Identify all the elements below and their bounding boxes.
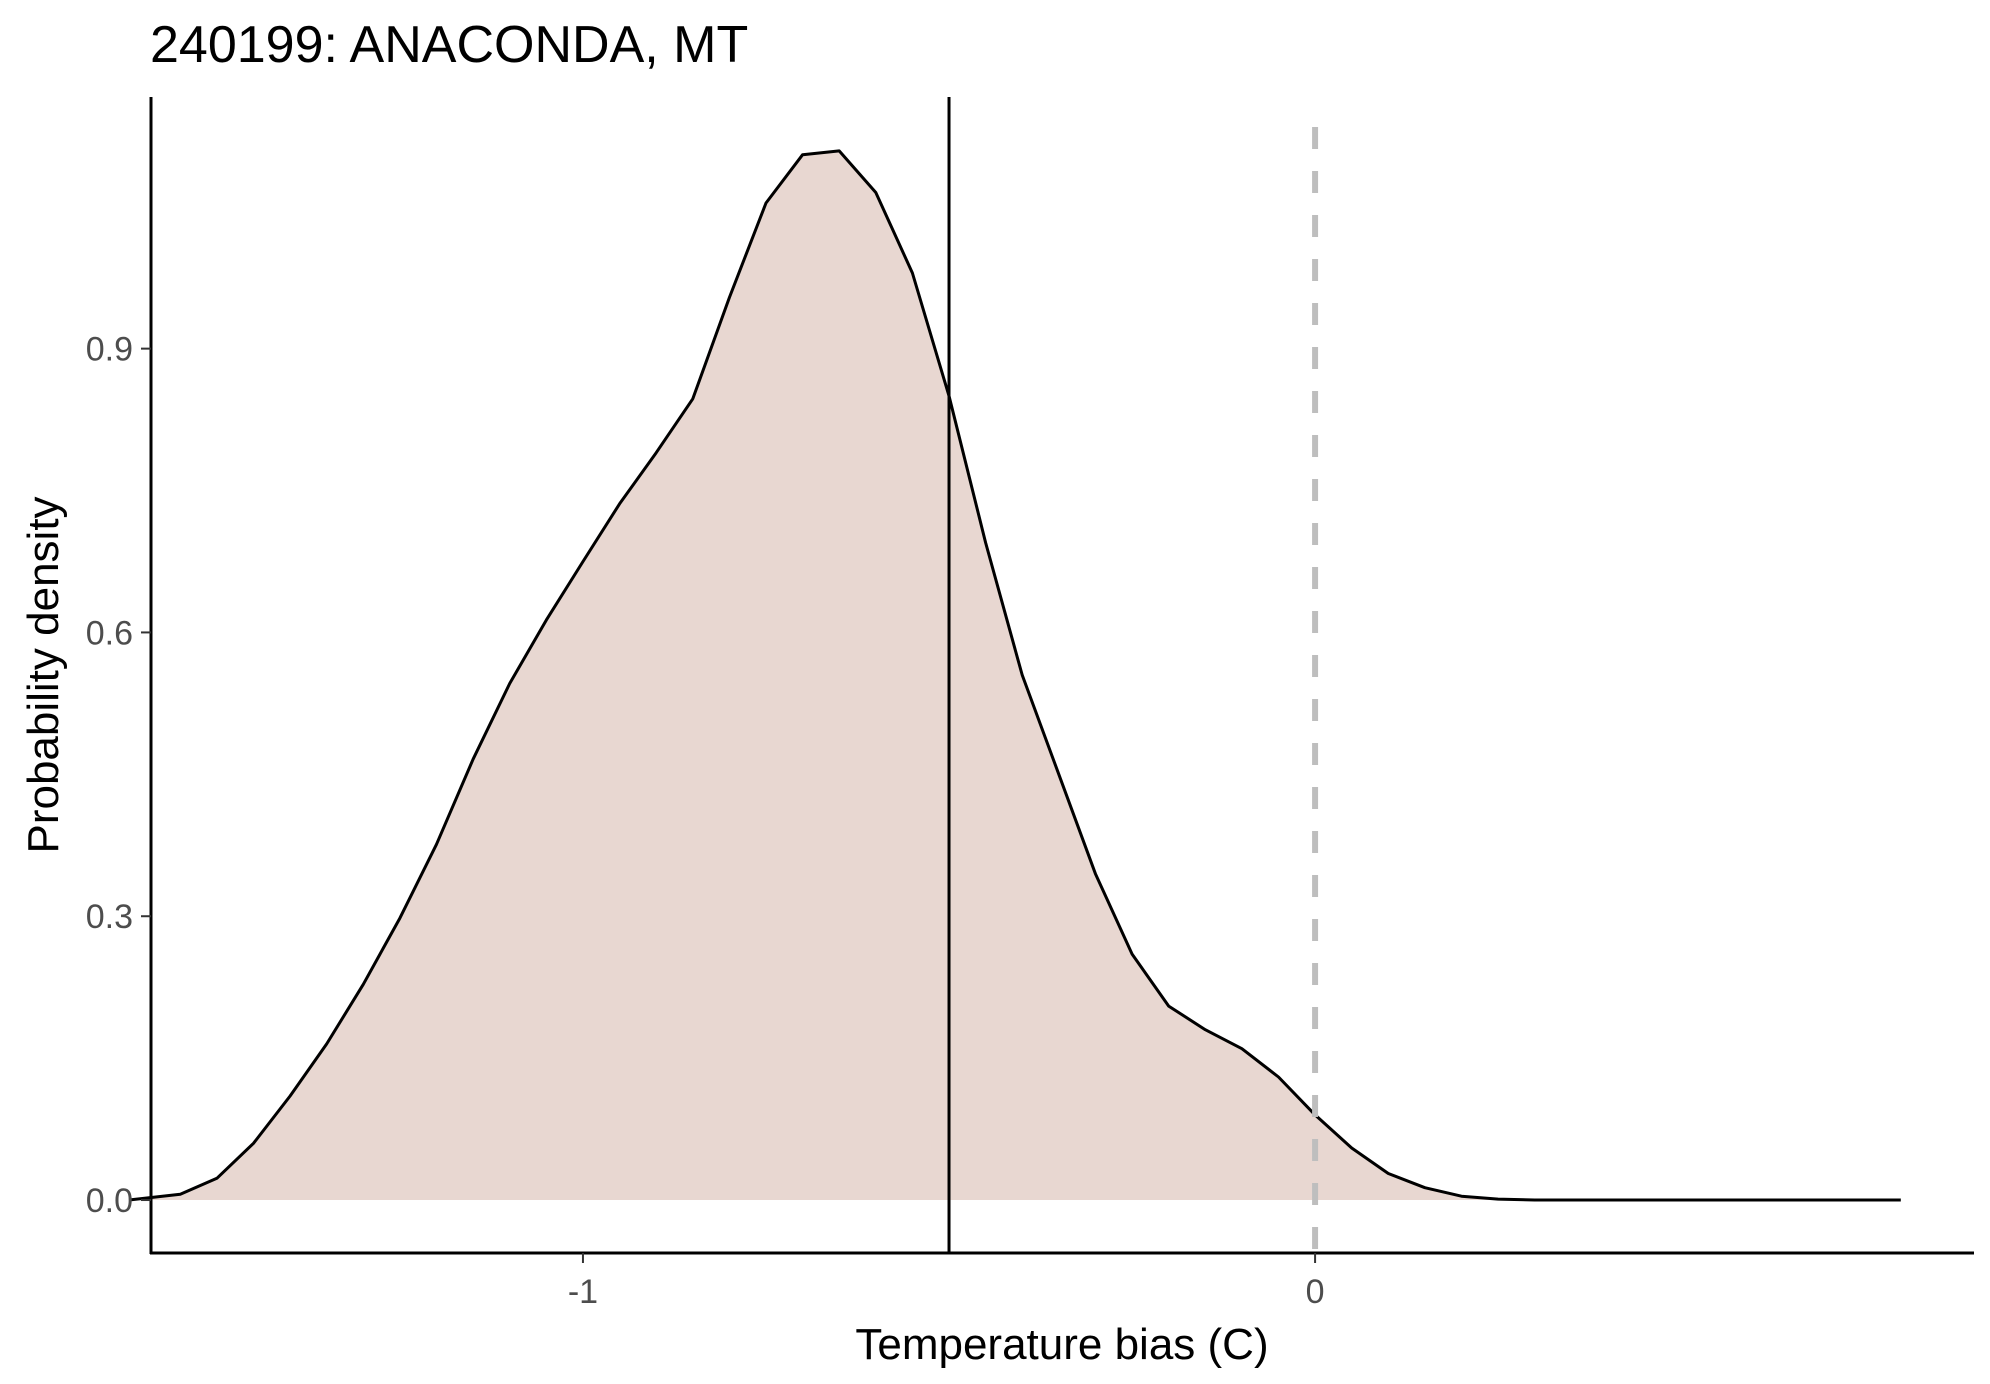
y-tick-label: 0.3 — [86, 898, 133, 936]
plot-area — [128, 97, 1901, 1253]
y-tick-label: 0.0 — [86, 1182, 133, 1220]
y-tick-label: 0.9 — [86, 331, 133, 369]
density-curve — [128, 149, 1901, 1202]
y-axis-title: Probability density — [19, 496, 68, 853]
density-area-fill — [129, 150, 1901, 1200]
x-axis-ticks: -1 0 — [568, 1253, 1325, 1311]
y-axis-ticks: 0.0 0.3 0.6 0.9 — [86, 331, 151, 1220]
y-tick-label: 0.6 — [86, 614, 133, 652]
chart-title: 240199: ANACONDA, MT — [150, 16, 748, 74]
x-tick-label: -1 — [568, 1273, 598, 1311]
x-axis-title: Temperature bias (C) — [855, 1320, 1268, 1369]
x-tick-label: 0 — [1306, 1273, 1325, 1311]
